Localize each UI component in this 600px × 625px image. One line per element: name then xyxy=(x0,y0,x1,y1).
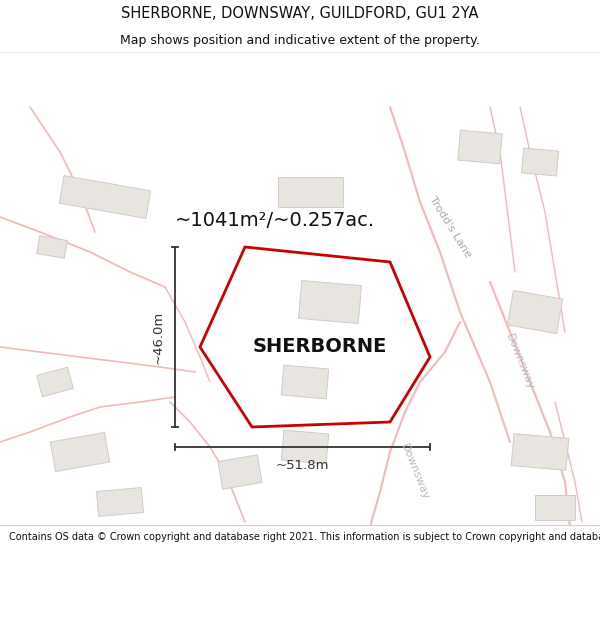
Text: ~1041m²/~0.257ac.: ~1041m²/~0.257ac. xyxy=(175,211,375,229)
Polygon shape xyxy=(511,434,569,471)
Text: ~51.8m: ~51.8m xyxy=(276,459,329,472)
Polygon shape xyxy=(37,236,67,258)
Polygon shape xyxy=(59,176,151,218)
Text: SHERBORNE, DOWNSWAY, GUILDFORD, GU1 2YA: SHERBORNE, DOWNSWAY, GUILDFORD, GU1 2YA xyxy=(121,6,479,21)
Polygon shape xyxy=(50,432,110,471)
Polygon shape xyxy=(218,455,262,489)
Text: Trodd's Lane: Trodd's Lane xyxy=(427,194,473,259)
Text: Contains OS data © Crown copyright and database right 2021. This information is : Contains OS data © Crown copyright and d… xyxy=(9,532,600,542)
Polygon shape xyxy=(277,177,343,207)
Text: SHERBORNE: SHERBORNE xyxy=(253,338,387,356)
Polygon shape xyxy=(281,365,329,399)
Polygon shape xyxy=(37,368,73,397)
Polygon shape xyxy=(535,494,575,519)
Text: Downsway: Downsway xyxy=(504,332,536,392)
Polygon shape xyxy=(521,148,559,176)
Polygon shape xyxy=(298,281,362,324)
Polygon shape xyxy=(508,291,563,334)
Text: Downsway: Downsway xyxy=(399,442,431,502)
Polygon shape xyxy=(281,430,329,464)
Text: ~46.0m: ~46.0m xyxy=(152,311,165,364)
Text: Map shows position and indicative extent of the property.: Map shows position and indicative extent… xyxy=(120,34,480,47)
Polygon shape xyxy=(458,130,502,164)
Polygon shape xyxy=(97,488,143,516)
